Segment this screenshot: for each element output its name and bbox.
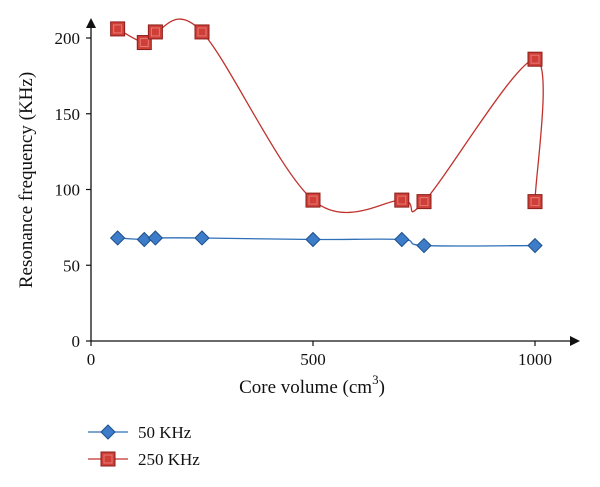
point-s1-4-highlight — [308, 195, 318, 205]
legend-label-250khz: 250 KHz — [138, 450, 200, 469]
point-s1-2-body — [147, 24, 163, 40]
legend-marker-250khz — [100, 451, 116, 467]
x-axis-title-superscript: 3 — [372, 372, 379, 387]
point-s0-0 — [109, 230, 126, 246]
point-s1-1-highlight — [139, 38, 149, 48]
point-s1-5-body — [394, 192, 410, 208]
point-s1-8-body — [527, 194, 543, 210]
legend-square — [100, 451, 116, 467]
series-lines — [117, 18, 544, 247]
point-s1-4-body — [305, 192, 321, 208]
y-tick-label-100: 100 — [55, 181, 81, 200]
y-tick-label-0: 0 — [72, 332, 81, 351]
series-markers — [109, 21, 543, 254]
point-s1-5-highlight — [397, 195, 407, 205]
tick-labels: 0 50 100 150 200 0 500 1000 — [55, 29, 553, 369]
point-s0-2 — [147, 230, 164, 246]
point-s0-3 — [194, 230, 210, 246]
point-s1-1 — [136, 35, 152, 51]
x-axis-title-close: ) — [379, 377, 385, 398]
point-s0-6 — [416, 237, 432, 254]
point-s1-2-highlight — [150, 27, 160, 37]
y-tick-label-50: 50 — [63, 256, 80, 275]
legend-square-body — [100, 451, 116, 467]
x-axis-title: Core volume (cm3) — [239, 372, 385, 398]
series-line-0 — [117, 237, 536, 247]
x-tick-label-500: 500 — [300, 350, 326, 369]
point-s1-7-highlight — [530, 54, 540, 64]
point-s1-2 — [147, 24, 163, 40]
point-s1-3-highlight — [197, 27, 207, 37]
point-s1-7-body — [527, 51, 543, 67]
legend-diamond — [100, 424, 116, 440]
point-s1-6-highlight — [419, 197, 429, 207]
y-tick-label-200: 200 — [55, 29, 81, 48]
point-s1-0 — [110, 21, 126, 37]
legend-entry-50khz: 50 KHz — [88, 423, 192, 442]
point-s0-4 — [305, 231, 321, 248]
x-axis-title-main: Core volume (cm — [239, 377, 372, 398]
point-s1-7 — [527, 51, 543, 67]
point-s1-8 — [527, 194, 543, 210]
series-line-1 — [117, 18, 544, 214]
legend-square-highlight — [103, 454, 113, 464]
point-s0-1 — [136, 231, 152, 248]
point-s1-3-body — [194, 24, 210, 40]
y-axis-title: Resonance frequency (KHz) — [16, 72, 37, 288]
point-s1-0-highlight — [113, 24, 123, 34]
tick-marks — [86, 37, 536, 346]
point-s0-5 — [394, 231, 410, 248]
legend-entry-250khz: 250 KHz — [88, 450, 200, 469]
x-tick-label-1000: 1000 — [518, 350, 552, 369]
y-tick-label-150: 150 — [55, 105, 81, 124]
x-tick-label-0: 0 — [87, 350, 96, 369]
point-s1-3 — [194, 24, 210, 40]
legend: 50 KHz 250 KHz — [88, 423, 200, 469]
point-s1-4 — [305, 192, 321, 208]
point-s1-8-highlight — [530, 197, 540, 207]
axes — [86, 18, 580, 346]
point-s1-6 — [416, 194, 432, 210]
point-s1-5 — [394, 192, 410, 208]
point-s1-0-body — [110, 21, 126, 37]
point-s1-6-body — [416, 194, 432, 210]
legend-label-50khz: 50 KHz — [138, 423, 192, 442]
point-s0-7 — [527, 237, 543, 254]
legend-marker-50khz — [100, 424, 116, 440]
